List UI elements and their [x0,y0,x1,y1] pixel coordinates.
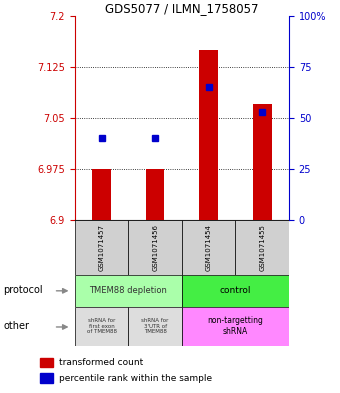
Text: shRNA for
3'UTR of
TMEM88: shRNA for 3'UTR of TMEM88 [141,318,169,334]
Text: GSM1071457: GSM1071457 [99,224,105,271]
Bar [129,307,182,346]
Bar [92,169,111,220]
Text: transformed count: transformed count [59,358,144,367]
Text: other: other [3,321,29,331]
Text: TMEM88 depletion: TMEM88 depletion [89,286,167,295]
Bar [235,220,289,275]
Bar [146,169,165,220]
Bar [75,307,129,346]
Bar [182,307,289,346]
Bar [75,220,129,275]
Title: GDS5077 / ILMN_1758057: GDS5077 / ILMN_1758057 [105,2,259,15]
Bar [40,373,53,383]
Text: non-targetting
shRNA: non-targetting shRNA [207,316,264,336]
Text: shRNA for
first exon
of TMEM88: shRNA for first exon of TMEM88 [87,318,117,334]
Text: GSM1071455: GSM1071455 [259,224,265,271]
Text: protocol: protocol [3,285,43,296]
Bar [75,275,182,307]
Text: GSM1071454: GSM1071454 [206,224,212,271]
Bar [199,50,218,220]
Bar [40,358,53,367]
Bar [253,104,272,220]
Bar [129,220,182,275]
Text: control: control [220,286,251,295]
Bar [182,220,235,275]
Text: GSM1071456: GSM1071456 [152,224,158,271]
Text: percentile rank within the sample: percentile rank within the sample [59,374,212,383]
Bar [182,275,289,307]
